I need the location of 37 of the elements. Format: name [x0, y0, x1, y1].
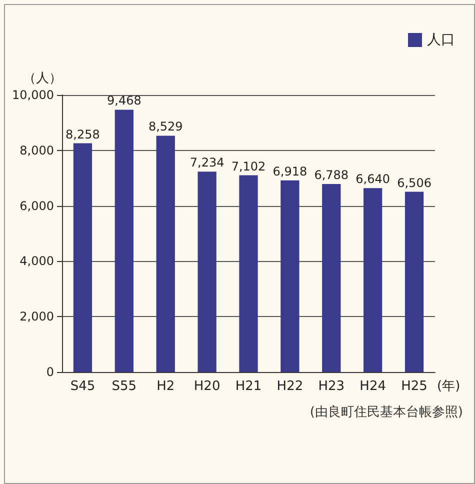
legend-label: 人口	[427, 32, 455, 48]
data-label: 6,918	[272, 164, 308, 178]
x-tick-label: H21	[235, 379, 262, 394]
y-tick-label: 6,000	[20, 198, 54, 213]
bar	[239, 175, 258, 372]
bar	[364, 188, 382, 372]
data-label: 6,788	[314, 168, 349, 182]
x-tick-label: S55	[112, 379, 137, 394]
bar	[114, 110, 134, 372]
y-tick-label: 8,000	[20, 143, 54, 158]
data-label: 7,102	[231, 159, 266, 174]
x-tick-label: H2	[156, 379, 175, 394]
y-tick-label: 10,000	[12, 88, 54, 102]
bar	[156, 136, 175, 372]
x-tick-label: H20	[194, 379, 220, 394]
x-axis-title: (年)	[437, 379, 460, 394]
y-axis-title: （人）	[23, 71, 62, 86]
bar	[404, 192, 424, 372]
text: (由良町住民基本台帳参照)	[310, 405, 464, 420]
data-label: 6,506	[397, 176, 432, 190]
data-label: 8,258	[66, 127, 100, 142]
y-tick-label: 4,000	[20, 254, 54, 268]
x-tick-label: H24	[360, 379, 386, 394]
x-tick-label: H25	[401, 379, 428, 394]
x-tick-label: H23	[318, 379, 345, 394]
y-tick-label: 2,000	[20, 310, 54, 324]
x-tick-label: S45	[70, 379, 96, 394]
data-label: 7,234	[190, 156, 224, 170]
bar	[280, 180, 300, 372]
bar	[73, 143, 92, 372]
y-tick-label: 0	[46, 365, 54, 379]
data-label: 8,529	[148, 120, 183, 134]
data-label: 9,468	[106, 94, 142, 108]
x-tick-label: H22	[276, 379, 304, 394]
data-label: 6,640	[356, 172, 390, 186]
bar	[322, 184, 341, 372]
bar	[198, 172, 216, 372]
